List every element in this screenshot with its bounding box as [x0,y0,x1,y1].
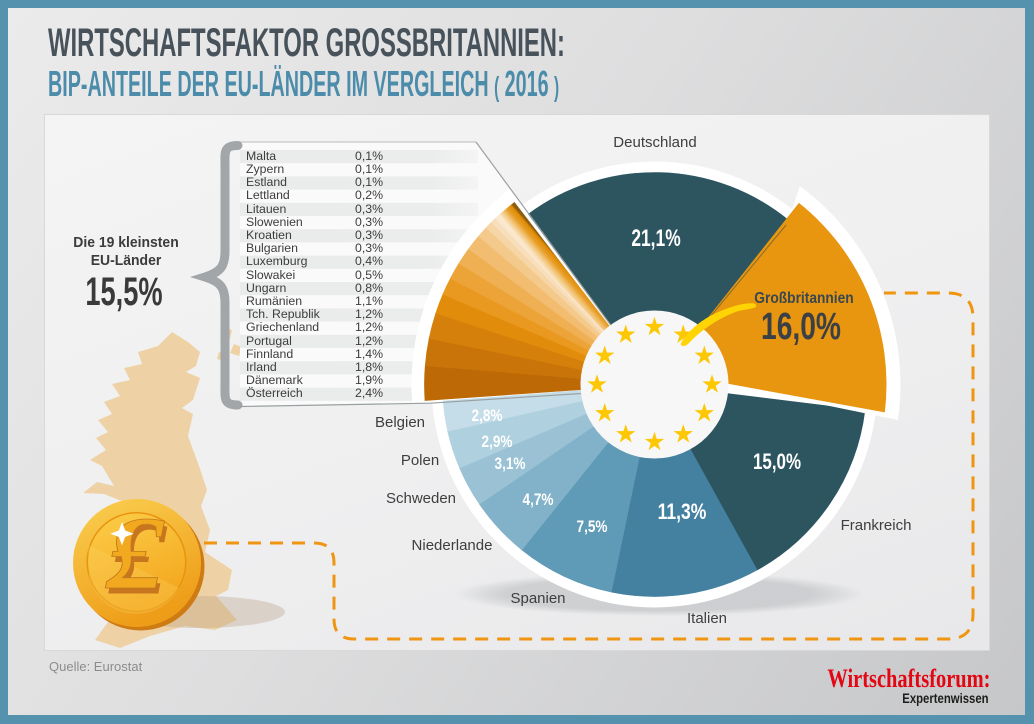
svg-text:£: £ [105,496,165,611]
svg-text:£: £ [107,502,167,617]
